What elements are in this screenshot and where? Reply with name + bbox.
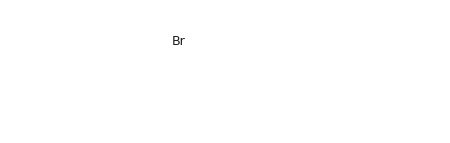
Text: Br: Br <box>172 35 185 48</box>
